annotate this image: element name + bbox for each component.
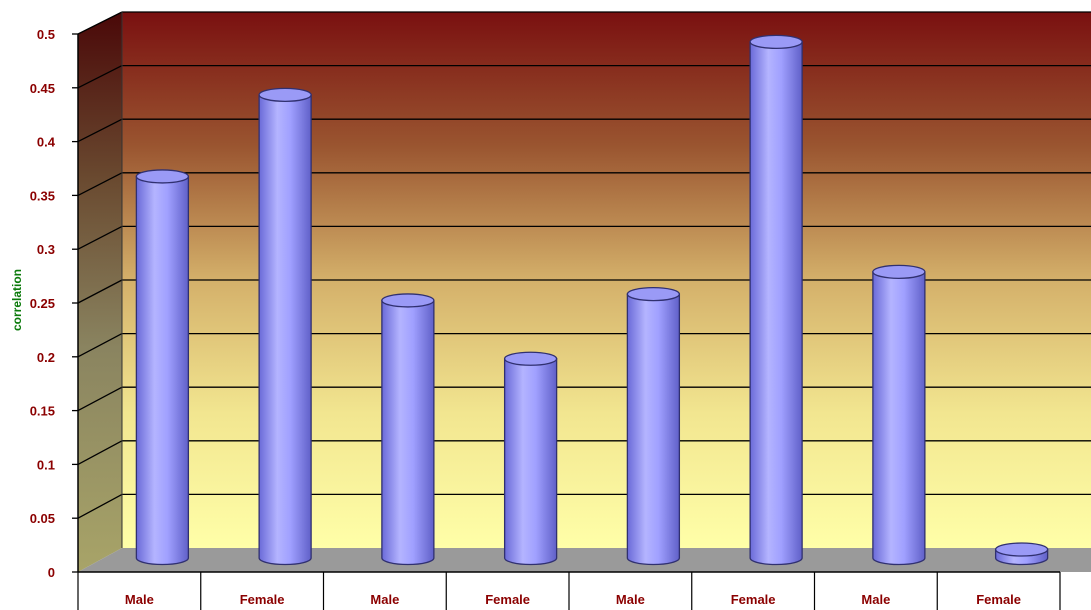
gridline-side — [77, 65, 123, 89]
gridline-side — [77, 172, 123, 196]
bar — [994, 542, 1049, 566]
bar — [749, 34, 803, 566]
gridline-side — [77, 279, 123, 304]
gridline-side — [77, 386, 123, 412]
x-tick-label: Male — [370, 592, 399, 607]
bar-top — [872, 264, 926, 279]
bar-top — [749, 34, 803, 49]
bar-top — [994, 542, 1049, 557]
gridline-side — [77, 440, 123, 465]
y-tick-label: 0 — [48, 565, 55, 580]
x-tick-label: Female — [976, 592, 1021, 607]
bar-top — [258, 87, 312, 102]
x-axis: Male Female Male Female Male Female Male Female — [77, 571, 1061, 610]
bar — [381, 293, 435, 566]
bar-body — [135, 175, 190, 566]
x-tick-label: Male — [125, 592, 154, 607]
y-tick-label: 0.2 — [37, 350, 55, 365]
bar-body — [381, 299, 435, 566]
bar-body — [503, 358, 558, 566]
y-tick-label: 0.1 — [37, 457, 55, 472]
bar-body — [749, 41, 803, 566]
y-tick-label: 0.45 — [30, 81, 55, 96]
gridline-side — [77, 11, 123, 35]
bar-top — [135, 169, 190, 184]
y-tick-label: 0.4 — [37, 135, 56, 150]
bar — [872, 264, 926, 566]
bar — [503, 351, 558, 566]
y-tick-label: 0.35 — [30, 188, 55, 203]
y-tick-label: 0.05 — [30, 511, 55, 526]
y-tick-label: 0.3 — [37, 242, 55, 257]
gridline-side — [77, 118, 123, 143]
bar-body — [872, 271, 926, 566]
x-tick-label: Female — [731, 592, 776, 607]
bars — [135, 34, 1049, 566]
y-tick-label: 0.15 — [30, 404, 55, 419]
bar — [626, 286, 681, 566]
bar-body — [258, 94, 312, 566]
bar — [135, 169, 190, 566]
y-axis-title: correlation — [10, 269, 24, 331]
bar-body — [626, 293, 681, 566]
y-axis: 0 0.05 0.1 0.15 0.2 0.25 0.3 0.35 0.4 0.45 0.5 — [30, 27, 79, 580]
y-tick-label: 0.25 — [30, 296, 55, 311]
bar-top — [626, 286, 681, 302]
x-tick-label: Female — [485, 592, 530, 607]
y-tick-label: 0.5 — [37, 27, 55, 42]
bar-top — [381, 293, 435, 308]
x-tick-label: Female — [240, 592, 285, 607]
gridline-side — [77, 333, 123, 358]
chart-floor — [78, 548, 1091, 572]
gridline-side — [77, 493, 123, 519]
gridline-side — [77, 225, 123, 250]
bar-top — [503, 351, 558, 366]
x-tick-label: Male — [861, 592, 890, 607]
bar — [258, 87, 312, 566]
x-tick-label: Male — [616, 592, 645, 607]
